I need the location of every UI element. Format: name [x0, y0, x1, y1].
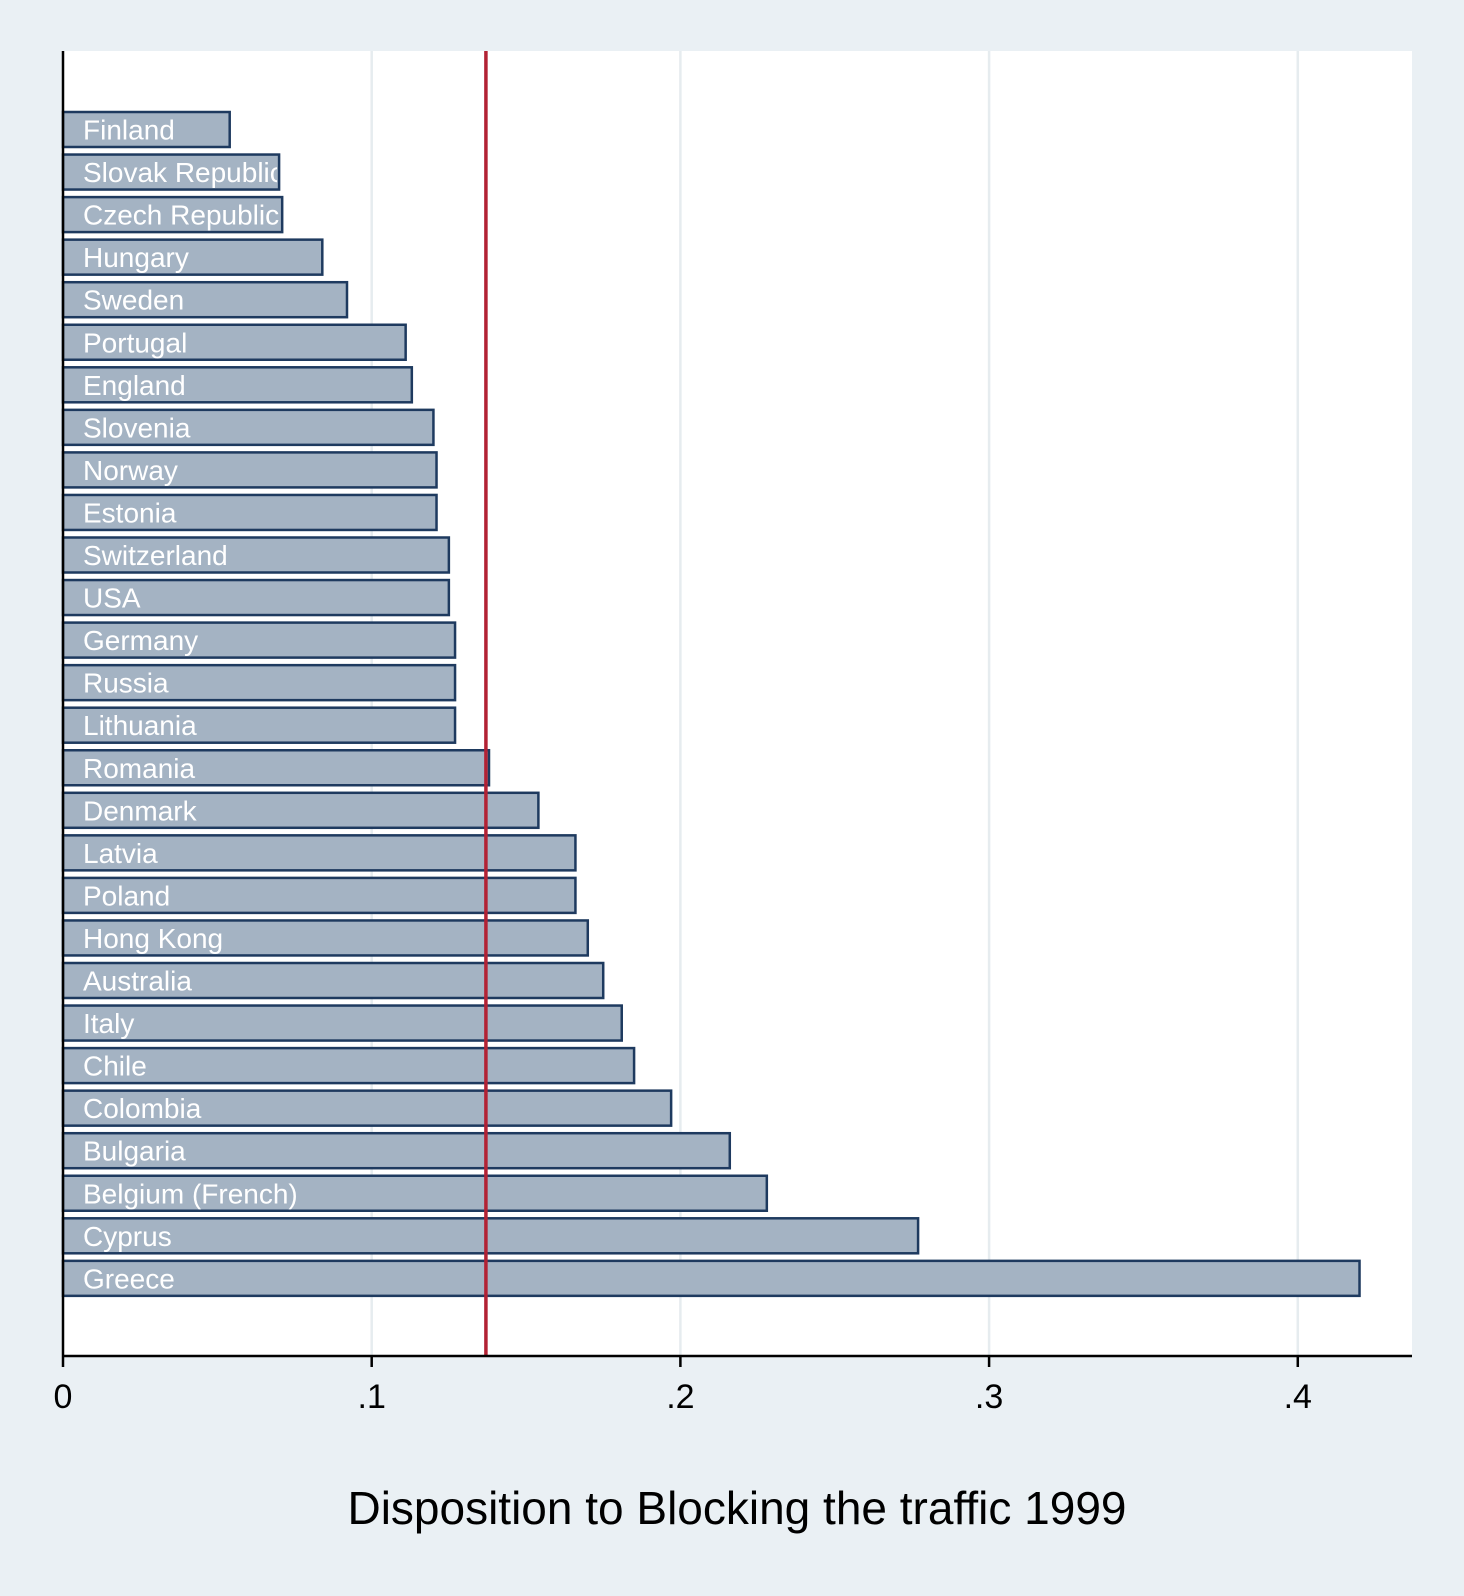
bar-label-6: England: [83, 370, 186, 401]
bar-4: [61, 280, 349, 319]
x-axis-ticks: 0 .1 .2 .3 .4: [54, 1356, 1312, 1416]
bar-24: [61, 1131, 732, 1170]
bar-label-5: Portugal: [83, 327, 187, 358]
bar-label-4: Sweden: [83, 285, 184, 316]
bar-label-3: Hungary: [83, 242, 189, 273]
bar-label-1: Slovak Republic: [83, 157, 284, 188]
x-tick-label-1: .1: [358, 1378, 386, 1416]
bar-label-18: Poland: [83, 880, 170, 911]
bar-label-0: Finland: [83, 115, 175, 146]
bar-label-27: Greece: [83, 1263, 175, 1294]
bar-9: [61, 493, 438, 532]
bar-label-19: Hong Kong: [83, 923, 223, 954]
bars: [61, 110, 1361, 1298]
bar-label-22: Chile: [83, 1051, 147, 1082]
bar-23: [61, 1089, 673, 1127]
bar-13: [61, 663, 457, 702]
bar-label-11: USA: [83, 583, 141, 614]
bar-label-10: Switzerland: [83, 540, 228, 571]
x-tick-label-4: .4: [1284, 1378, 1312, 1416]
bar-27: [61, 1259, 1361, 1298]
bar-1: [61, 153, 281, 191]
bar-label-8: Norway: [83, 455, 178, 486]
bar-label-2: Czech Republic: [83, 200, 279, 231]
bar-label-13: Russia: [83, 668, 169, 699]
bar-label-26: Cyprus: [83, 1221, 172, 1252]
bar-20: [61, 961, 605, 1000]
bar-label-9: Estonia: [83, 497, 177, 528]
bar-7: [61, 408, 435, 447]
bar-label-25: Belgium (French): [83, 1178, 298, 1209]
bar-label-12: Germany: [83, 625, 198, 656]
bar-label-21: Italy: [83, 1008, 134, 1039]
bar-26: [61, 1217, 920, 1255]
bar-label-16: Denmark: [83, 795, 198, 826]
bar-21: [61, 1004, 623, 1042]
bar-15: [61, 749, 491, 787]
x-tick-label-2: .2: [666, 1378, 694, 1416]
bar-11: [61, 578, 451, 617]
bar-label-14: Lithuania: [83, 710, 197, 741]
bar-14: [61, 706, 457, 744]
bar-label-17: Latvia: [83, 838, 158, 869]
bar-16: [61, 791, 540, 830]
bar-6: [61, 366, 414, 404]
bar-12: [61, 621, 457, 659]
x-tick-label-0: 0: [54, 1378, 73, 1416]
bar-19: [61, 919, 590, 957]
bar-label-24: Bulgaria: [83, 1136, 186, 1167]
bar-2: [61, 195, 284, 234]
bar-label-7: Slovenia: [83, 412, 191, 443]
bar-labels: Finland Slovak Republic Czech Republic Hung…: [83, 115, 298, 1295]
bar-label-15: Romania: [83, 753, 195, 784]
x-axis-title: Disposition to Blocking the traffic 1999: [347, 1482, 1126, 1534]
bar-22: [61, 1046, 636, 1085]
bar-label-20: Australia: [83, 966, 192, 997]
bar-17: [61, 834, 577, 872]
x-tick-label-3: .3: [975, 1378, 1003, 1416]
bar-label-23: Colombia: [83, 1093, 202, 1124]
bar-5: [61, 323, 407, 361]
